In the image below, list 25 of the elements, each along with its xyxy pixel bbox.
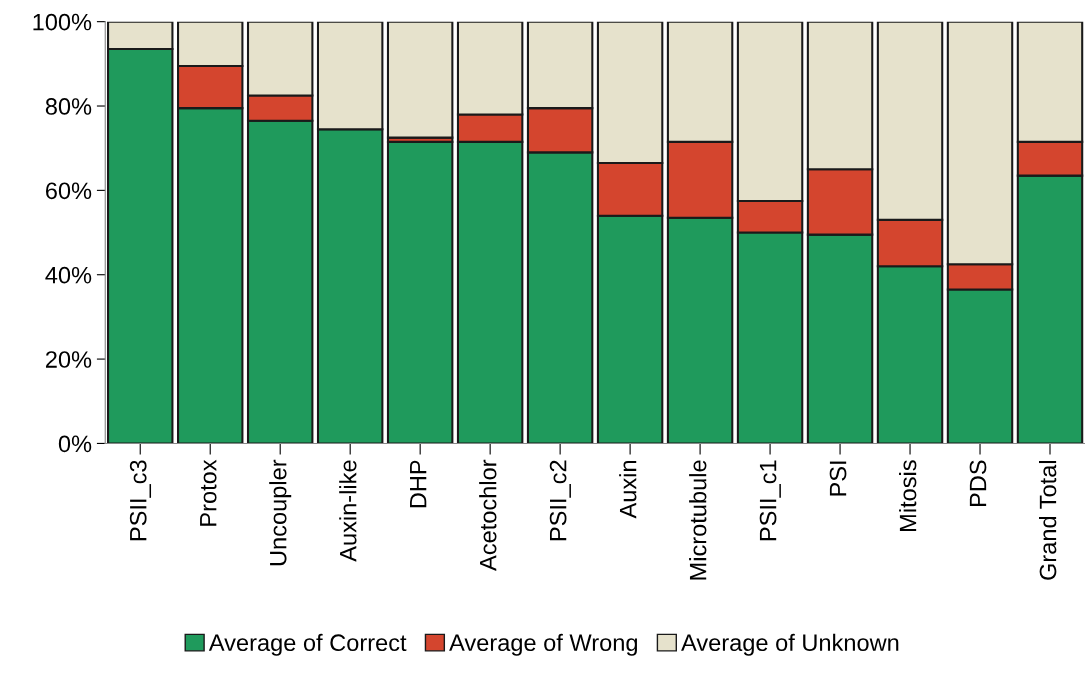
y-tick-label: 20% [45,351,92,368]
x-tick-label: PSII_c3 [129,460,152,541]
x-tick-label: PDS [969,460,987,507]
y-tick-label: 40% [45,266,92,284]
x-tick-label: Protox [200,459,217,526]
legend-label: Average of Correct [208,633,407,656]
bar [386,21,454,139]
legend-label: Average of Unknown [681,633,899,656]
x-tick-label: DHP [410,460,427,508]
x-tick-label: PSII_c1 [759,460,781,541]
x-tick-label: Uncoupler [269,459,292,566]
bar [386,140,454,444]
x-tick-label: Mitosis [899,460,917,531]
y-tick-label: 60% [45,182,92,200]
y-tick-label: 80% [45,98,92,115]
x-tick-label: PSII_c2 [549,460,571,541]
x-tick-label: Acetochlor [479,459,497,571]
x-tick-label: Grand Total [1039,460,1057,580]
y-tick-label: 100% [33,13,92,31]
legend-label: Average of Wrong [449,633,638,656]
x-tick-label: Microtubule [689,460,707,580]
x-tick-label: PSI [829,461,847,496]
x-tick-label: Auxin-like [339,460,357,562]
y-tick-label: 0% [58,435,92,453]
x-tick-label: Auxin [619,460,637,519]
